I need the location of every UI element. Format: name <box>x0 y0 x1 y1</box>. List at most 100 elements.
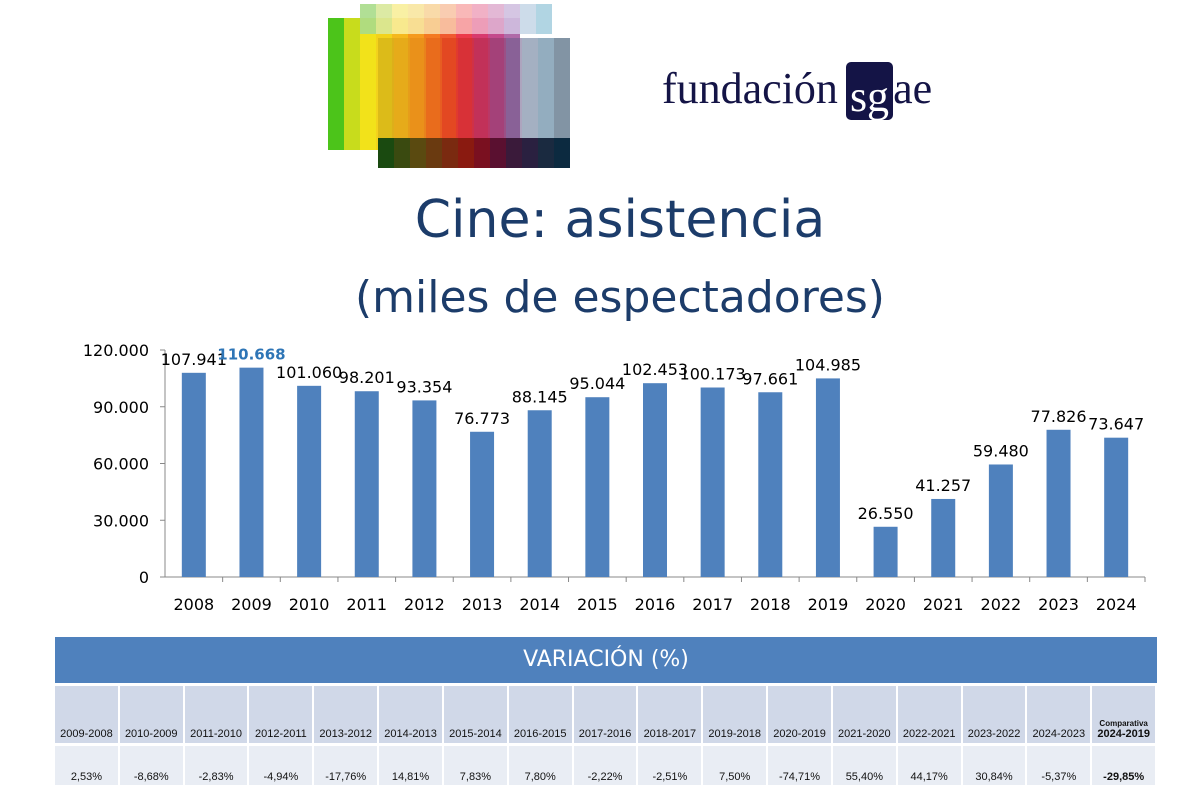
logo-stripe <box>488 4 504 34</box>
x-tick-label: 2019 <box>808 595 849 614</box>
logo-stripe <box>394 138 410 168</box>
bar-2015 <box>585 397 610 577</box>
x-tick-label: 2009 <box>231 595 272 614</box>
variation-value: -29,85% <box>1092 746 1156 785</box>
x-tick-label: 2012 <box>404 595 445 614</box>
logo-text: fundación <box>662 64 838 113</box>
logo-stripe <box>504 4 520 34</box>
variation-value: 55,40% <box>832 746 896 785</box>
logo-stripe <box>522 38 538 138</box>
bar-2020 <box>873 526 898 577</box>
period-label: 2023-2022 <box>967 728 1021 740</box>
period-cell: 2009-2008 <box>55 686 118 743</box>
logo-stripe <box>456 4 472 34</box>
bar-2013 <box>470 431 495 577</box>
variation-header: VARIACIÓN (%) <box>55 637 1157 683</box>
period-cell: Comparativa 2024-2019 <box>1092 686 1156 743</box>
period-cell: 2019-2018 <box>703 686 767 743</box>
period-label: 2017-2016 <box>578 728 632 740</box>
data-label: 93.354 <box>396 377 452 396</box>
bar-2022 <box>988 464 1013 577</box>
logo-stripe <box>378 138 394 168</box>
logo-stripe <box>328 18 344 150</box>
bar-2019 <box>815 378 840 577</box>
period-cell: 2016-2015 <box>508 686 572 743</box>
bar-2021 <box>931 498 956 577</box>
variation-value: 14,81% <box>379 746 442 785</box>
variation-value: -17,76% <box>314 746 378 785</box>
logo-stripe <box>426 138 442 168</box>
bar-2014 <box>527 410 552 577</box>
data-label: 88.145 <box>512 387 568 406</box>
x-tick-label: 2020 <box>865 595 906 614</box>
period-label: 2013-2012 <box>319 728 373 740</box>
variation-value: 7,80% <box>508 746 572 785</box>
comparison-label: Comparativa <box>1099 719 1148 728</box>
data-label: 100.173 <box>680 365 746 384</box>
attendance-bar-chart: 0 30.000 60.000 90.000 120.000 107.941 2008 110… <box>83 341 1146 614</box>
logo-stripe <box>376 4 392 34</box>
logo-stripe <box>458 138 474 168</box>
data-label: 98.201 <box>339 368 395 387</box>
x-tick-label: 2008 <box>173 595 214 614</box>
logo-stripe <box>442 138 458 168</box>
variation-table: VARIACIÓN (%) 2009-2008 2010-2009 2011-201… <box>55 637 1157 785</box>
variation-value: -5,37% <box>1027 746 1091 785</box>
logo-stripe <box>360 18 376 150</box>
data-label: 77.826 <box>1031 407 1087 426</box>
data-label: 76.773 <box>454 409 510 428</box>
logo-stripe <box>378 38 394 138</box>
x-tick-label: 2011 <box>346 595 387 614</box>
bar-2010 <box>297 385 322 577</box>
x-tick-label: 2023 <box>1038 595 1079 614</box>
y-tick-label: 120.000 <box>83 341 149 360</box>
period-label: 2015-2014 <box>449 728 502 740</box>
period-row: 2009-2008 2010-2009 2011-2010 2012-2011 2013… <box>55 686 1157 743</box>
x-tick-label: 2021 <box>923 595 964 614</box>
period-label: 2021-2020 <box>838 728 891 740</box>
variation-value: 7,50% <box>703 746 767 785</box>
period-label: 2010-2009 <box>124 728 178 740</box>
logo-color-stripes <box>328 4 570 168</box>
logo-stripe <box>392 4 408 34</box>
logo-stripe <box>506 38 522 138</box>
period-cell: 2023-2022 <box>962 686 1026 743</box>
period-label: 2009-2008 <box>60 728 113 740</box>
x-tick-label: 2024 <box>1096 595 1137 614</box>
y-tick-label: 0 <box>139 568 149 587</box>
logo-stripe <box>554 138 570 168</box>
logo-stripe <box>410 138 426 168</box>
period-label: 2024-2019 <box>1097 728 1150 740</box>
variation-value: -2,22% <box>573 746 637 785</box>
data-label: 104.985 <box>795 355 861 374</box>
variation-value: -8,68% <box>119 746 183 785</box>
variation-value: -2,51% <box>638 746 702 785</box>
logo-stripe <box>554 38 570 138</box>
x-tick-label: 2013 <box>462 595 503 614</box>
logo-stripe <box>410 38 426 138</box>
variation-value: 44,17% <box>897 746 961 785</box>
variation-value: -74,71% <box>768 746 831 785</box>
data-label: 101.060 <box>276 363 342 382</box>
period-label: 2016-2015 <box>513 728 567 740</box>
y-tick-label: 60.000 <box>93 455 149 474</box>
data-label: 59.480 <box>973 441 1029 460</box>
period-label: 2018-2017 <box>643 728 697 740</box>
value-row: 2,53% -8,68% -2,83% -4,94% -17,76% 14,81% 7,83… <box>55 746 1157 785</box>
logo-stripe <box>442 38 458 138</box>
logo-stripe <box>458 38 474 138</box>
period-cell: 2018-2017 <box>638 686 702 743</box>
logo-stripe <box>474 38 490 138</box>
data-label: 95.044 <box>569 374 625 393</box>
logo-stripe <box>536 4 552 34</box>
period-label: 2020-2019 <box>773 728 826 740</box>
logo-stripe <box>490 138 506 168</box>
y-tick-label: 90.000 <box>93 398 149 417</box>
period-cell: 2020-2019 <box>768 686 831 743</box>
logo-stripe <box>394 38 410 138</box>
bar-2024 <box>1104 437 1129 577</box>
period-label: 2019-2018 <box>708 728 761 740</box>
period-cell: 2017-2016 <box>573 686 637 743</box>
data-label: 107.941 <box>161 350 227 369</box>
logo-stripe <box>426 38 442 138</box>
